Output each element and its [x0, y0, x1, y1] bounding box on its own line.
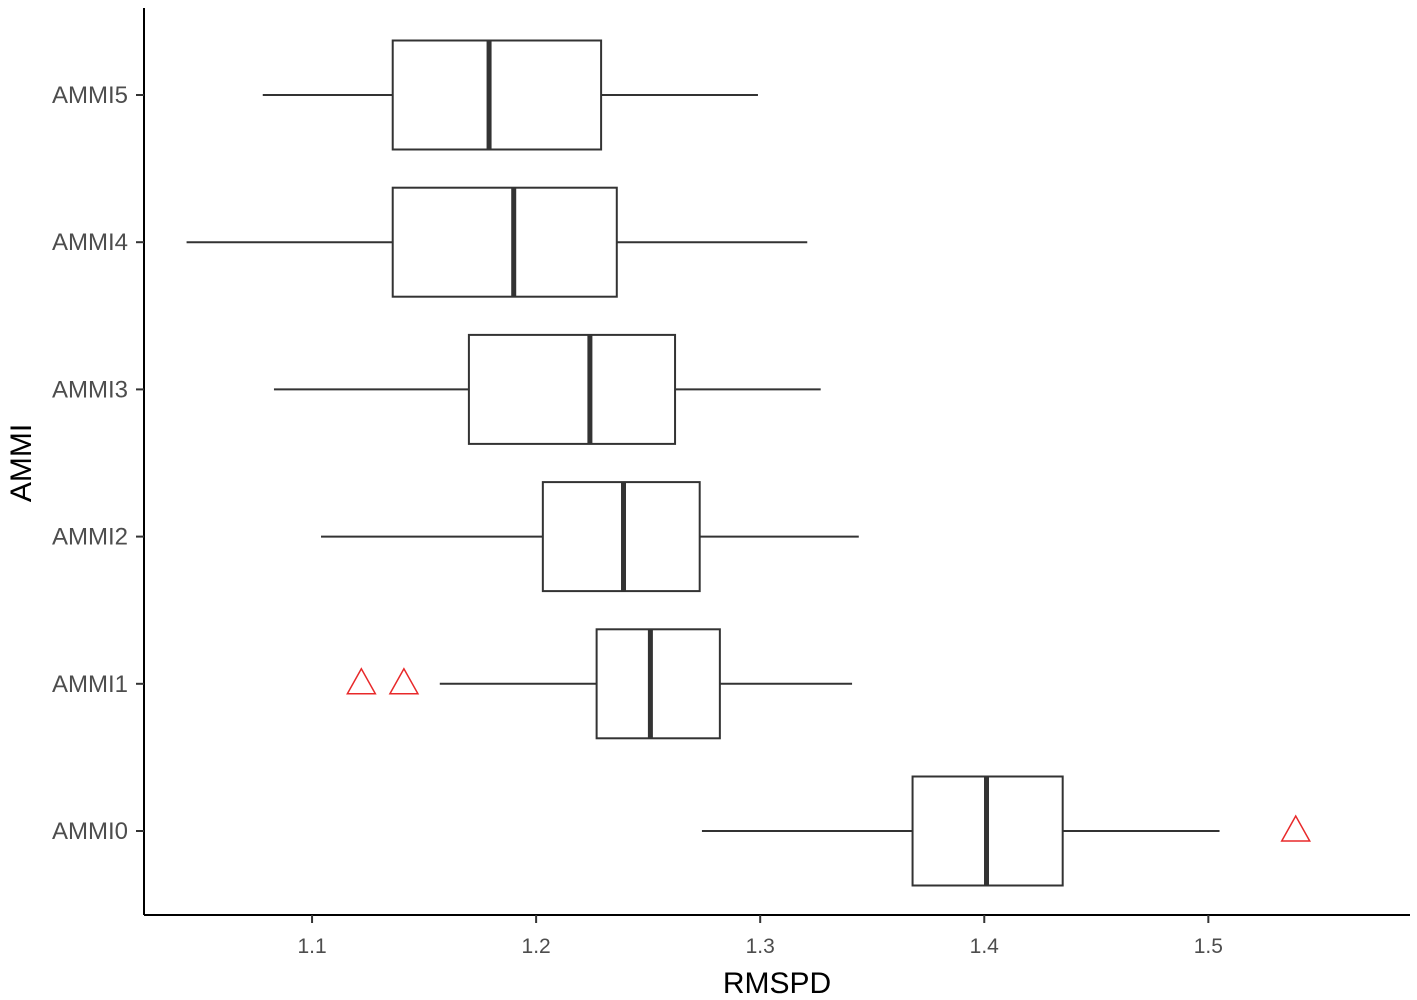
outlier-ammi0-1	[1280, 814, 1312, 842]
iqr-box-ammi5	[391, 39, 603, 151]
outlier-ammi1-1	[346, 667, 377, 695]
box-ammi2	[321, 481, 859, 593]
iqr-box-ammi3	[467, 333, 677, 445]
y-axis-title: AMMI	[5, 424, 38, 502]
box-ammi3	[273, 333, 821, 445]
box-ammi0	[701, 775, 1312, 887]
iqr-box-ammi4	[391, 186, 618, 298]
y-tick-label-ammi1: AMMI1	[52, 671, 128, 698]
outlier-ammi1-2	[388, 667, 420, 695]
x-tick-label-5: 1.5	[1194, 935, 1223, 958]
x-axis-title: RMSPD	[723, 967, 831, 1000]
x-tick-label-2: 1.2	[522, 935, 551, 958]
box-ammi5	[262, 39, 758, 151]
x-tick-label-3: 1.3	[746, 935, 775, 958]
y-tick-label-ammi2: AMMI2	[52, 524, 128, 551]
x-tick-label-1: 1.1	[297, 935, 326, 958]
box-ammi1	[346, 628, 853, 740]
y-tick-label-ammi4: AMMI4	[52, 229, 128, 256]
x-tick-label-4: 1.4	[970, 935, 1000, 958]
y-tick-label-ammi3: AMMI3	[52, 376, 128, 403]
iqr-box-ammi1	[595, 628, 721, 740]
box-ammi4	[186, 186, 808, 298]
y-tick-label-ammi0: AMMI0	[52, 818, 128, 845]
y-tick-label-ammi5: AMMI5	[52, 82, 128, 109]
